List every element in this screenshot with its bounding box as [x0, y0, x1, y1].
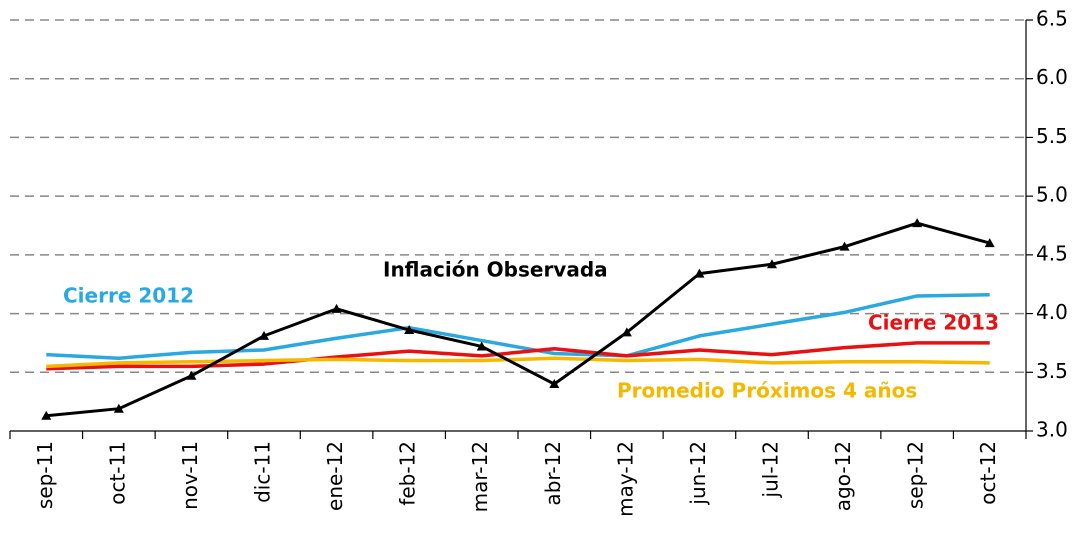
x-tick-label: mar-12 [468, 441, 492, 512]
series-line [46, 293, 990, 360]
x-tick-label: sep-11 [33, 441, 57, 509]
marker [912, 218, 923, 228]
marker [767, 259, 777, 269]
series-label: Inflación Observada [383, 258, 608, 282]
marker [404, 325, 415, 335]
y-tick-label: 6.5 [1036, 7, 1068, 31]
x-tick-label: abr-12 [541, 441, 565, 506]
marker [839, 241, 850, 251]
x-tick-label: dic-11 [251, 441, 275, 503]
marker [694, 268, 705, 278]
y-tick-label: 6.0 [1036, 65, 1068, 89]
y-tick-label: 3.0 [1036, 418, 1068, 442]
marker [621, 327, 632, 337]
x-tick-label: ene-12 [323, 441, 347, 511]
marker [549, 379, 560, 389]
marker [259, 330, 269, 340]
marker [113, 403, 124, 413]
series-label: Promedio Próximos 4 años [617, 379, 917, 403]
marker [476, 341, 487, 351]
x-tick-label: jun-12 [686, 441, 710, 506]
series-label: Cierre 2013 [868, 311, 999, 335]
x-tick-label: ago-12 [831, 441, 855, 511]
x-tick-label: jul-12 [759, 441, 783, 498]
marker [331, 303, 342, 313]
marker [186, 370, 197, 380]
y-tick-label: 4.0 [1036, 300, 1068, 324]
x-tick-label: feb-12 [396, 441, 420, 506]
x-tick-label: oct-12 [976, 441, 1000, 505]
x-tick-label: nov-11 [178, 441, 202, 510]
x-tick-label: sep-12 [904, 441, 928, 509]
series-line [46, 221, 991, 418]
y-tick-label: 5.0 [1036, 183, 1068, 207]
y-tick-label: 4.5 [1036, 241, 1068, 265]
series-line [46, 341, 990, 371]
x-tick-label: may-12 [613, 441, 637, 517]
series-line [46, 356, 990, 369]
marker [41, 410, 52, 420]
y-tick-label: 3.5 [1036, 359, 1068, 383]
y-tick-label: 5.5 [1036, 124, 1068, 148]
series-label: Cierre 2012 [63, 284, 194, 308]
marker [984, 238, 995, 248]
x-tick-label: oct-11 [105, 441, 129, 505]
